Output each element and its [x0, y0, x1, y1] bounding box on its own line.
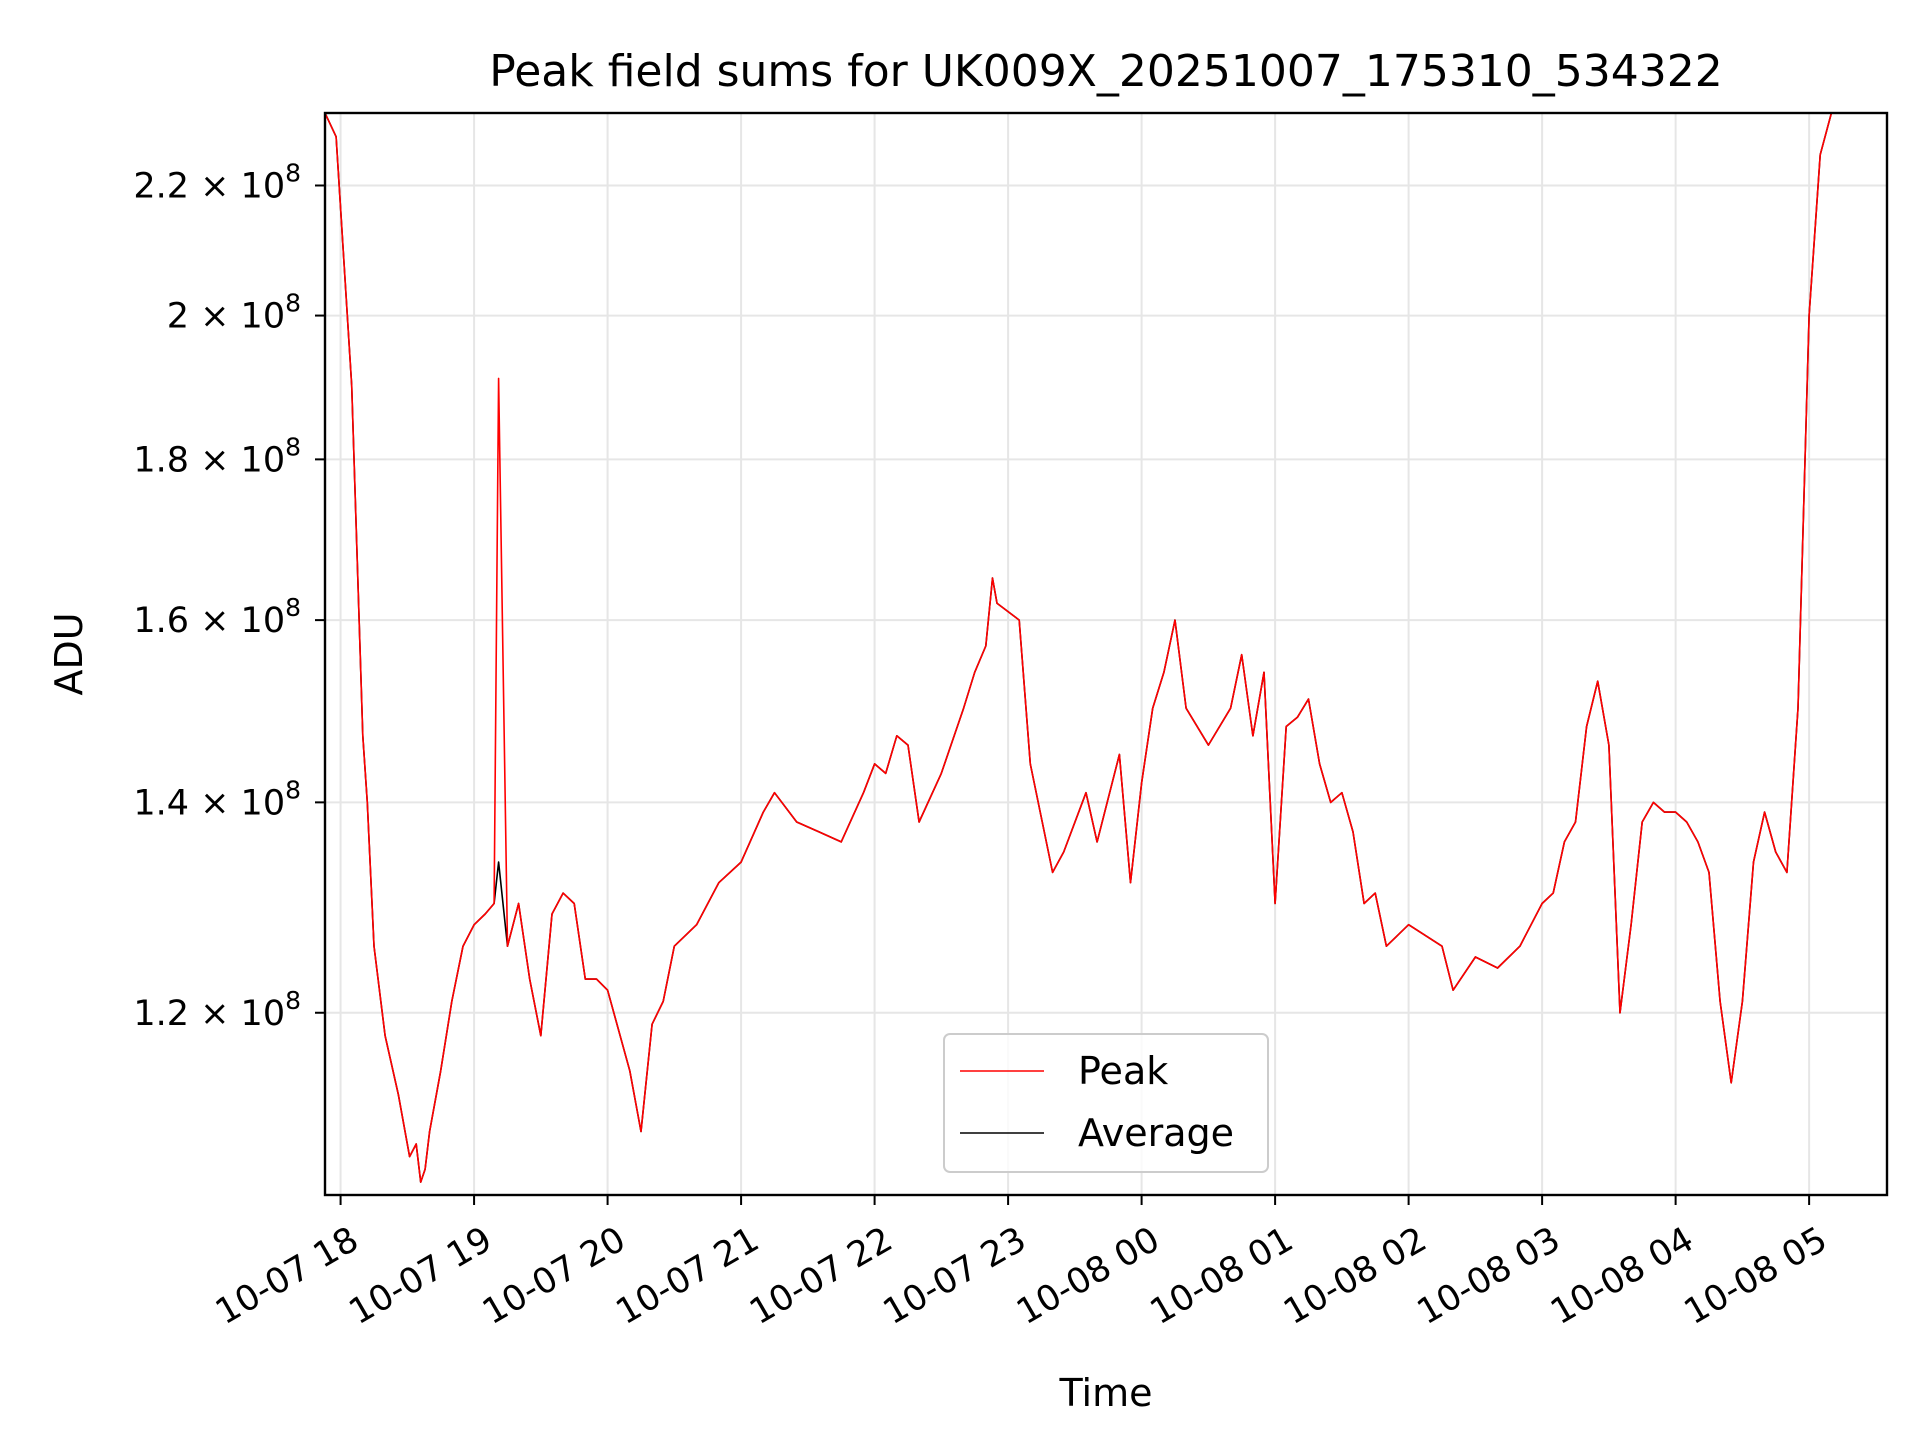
y-ticks: 1.2 × 108 1.4 × 108 1.6 × 108 1.8 × 108 2 × … [133, 158, 325, 1034]
chart-title: Peak field sums for UK009X_20251007_1753… [489, 46, 1723, 97]
plot-lines [325, 113, 1833, 1183]
legend-box [943, 1033, 1269, 1173]
y-tick-label: 2.2 × 108 [133, 158, 301, 206]
y-tick-label: 1.8 × 108 [133, 432, 301, 480]
y-tick-label: 1.6 × 108 [133, 593, 301, 641]
plot-frame [323, 111, 1889, 1197]
series-line-peak [325, 113, 1833, 1183]
x-axis-label: Time [1059, 1371, 1153, 1415]
legend: Peak Average [943, 1033, 1269, 1173]
grid [325, 113, 1887, 1195]
y-tick-label: 1.4 × 108 [133, 775, 301, 823]
legend-label-average: Average [1078, 1111, 1234, 1155]
legend-label-peak: Peak [1078, 1049, 1168, 1093]
y-tick-label: 1.2 × 108 [133, 986, 301, 1034]
y-tick-label: 2 × 108 [167, 289, 301, 337]
y-axis-label: ADU [47, 612, 91, 695]
